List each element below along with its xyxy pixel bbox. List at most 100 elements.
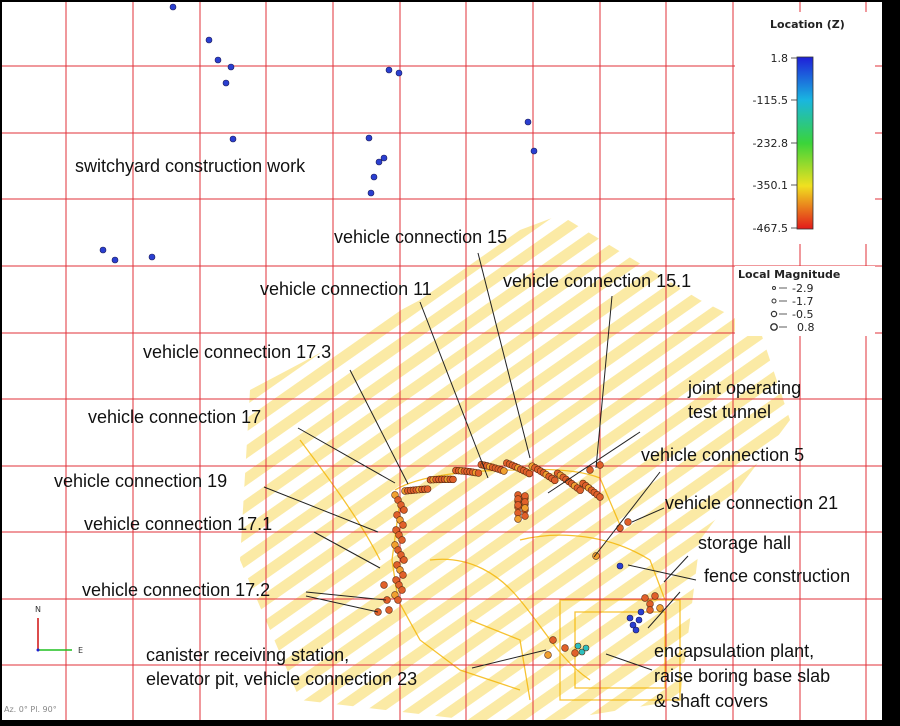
seismic-event	[651, 592, 659, 600]
label-vehicle-connection-17: vehicle connection 17	[88, 407, 261, 427]
seismic-event	[365, 134, 373, 142]
seismic-event	[370, 173, 378, 181]
label-vehicle-connection-17-2: vehicle connection 17.2	[82, 580, 270, 600]
seismic-event	[423, 485, 432, 493]
seismic-event	[205, 36, 213, 44]
seismic-event	[656, 604, 664, 612]
seismic-event	[449, 475, 457, 484]
seismic-event	[641, 594, 649, 602]
seismic-event	[399, 571, 407, 579]
seismic-event	[574, 642, 582, 650]
magnitude-label-1: -1.7	[792, 295, 813, 308]
seismic-event	[576, 486, 584, 494]
seismic-event	[521, 504, 529, 512]
label-encapsulation-plant: encapsulation plant,	[654, 641, 814, 661]
magnitude-label-2: -0.5	[792, 308, 813, 321]
seismic-event	[399, 521, 407, 529]
seismic-event	[385, 606, 393, 614]
orientation-indicator: N E	[35, 605, 83, 655]
seismic-event	[635, 616, 643, 624]
seismic-event	[99, 246, 107, 254]
seismic-event	[551, 476, 559, 485]
seismic-event	[626, 614, 634, 622]
magnitude-marker-0	[772, 286, 776, 290]
label-vehicle-connection-21: vehicle connection 21	[665, 493, 838, 513]
label-vehicle-connection-15-1: vehicle connection 15.1	[503, 271, 691, 291]
seismic-event	[571, 649, 579, 657]
seismic-event	[400, 506, 408, 514]
seismic-event	[616, 524, 624, 532]
seismic-event	[395, 69, 403, 77]
seismic-event	[111, 256, 119, 264]
colorbar-tick-4: -467.5	[753, 222, 788, 235]
magnitude-label-3: 0.8	[797, 321, 815, 334]
orientation-east: E	[78, 646, 83, 655]
seismic-event	[214, 56, 222, 64]
label-canister-receiving: canister receiving station,	[146, 645, 349, 665]
magnitude-marker-1	[771, 298, 777, 304]
seismic-event	[616, 562, 624, 570]
seismic-event	[586, 466, 594, 474]
label-vehicle-connection-17-1: vehicle connection 17.1	[84, 514, 272, 534]
colorbar-tick-1: -115.5	[753, 94, 788, 107]
view-status: Az. 0° Pl. 90°	[4, 705, 57, 714]
label-vehicle-connection-17-3: vehicle connection 17.3	[143, 342, 331, 362]
magnitude-marker-2	[770, 310, 778, 318]
seismic-event	[229, 135, 237, 143]
seismic-event	[578, 648, 586, 656]
label-vehicle-connection-19: vehicle connection 19	[54, 471, 227, 491]
seismic-event	[561, 644, 569, 652]
label-test-tunnel: test tunnel	[688, 402, 771, 422]
label-fence-construction: fence construction	[704, 566, 850, 586]
legend-magnitude-title: Local Magnitude	[738, 268, 840, 281]
seismic-event	[367, 189, 375, 197]
seismic-event	[544, 651, 552, 659]
colorbar-tick-2: -232.8	[753, 137, 788, 150]
seismic-event	[596, 493, 604, 501]
seismic-event	[380, 581, 388, 589]
seismic-event	[375, 158, 383, 166]
seismic-event	[624, 518, 632, 526]
seismic-event	[385, 66, 393, 74]
map-labels: switchyard construction work vehicle con…	[54, 156, 850, 711]
seismic-event	[398, 536, 406, 544]
seismic-event	[500, 467, 508, 475]
seismic-event	[530, 147, 538, 155]
seismic-event	[592, 552, 600, 560]
orientation-north: N	[35, 605, 41, 614]
seismic-event	[514, 501, 522, 509]
seismic-events	[99, 3, 664, 659]
legend-location-title: Location (Z)	[770, 18, 845, 31]
magnitude-marker-3	[770, 323, 778, 331]
label-vehicle-connection-11: vehicle connection 11	[260, 279, 432, 299]
seismic-event	[629, 621, 637, 629]
label-raise-boring: raise boring base slab	[654, 666, 830, 686]
label-vehicle-connection-15: vehicle connection 15	[334, 227, 507, 247]
seismic-event	[637, 608, 645, 616]
magnitude-label-0: -2.9	[792, 282, 813, 295]
legend-local-magnitude: Local Magnitude -2.9 -1.7 -0.5 0.8	[735, 266, 875, 336]
seismic-event	[474, 469, 483, 477]
seismic-event	[521, 512, 529, 520]
label-shaft-covers: & shaft covers	[654, 691, 768, 711]
seismic-event	[524, 118, 532, 126]
seismic-event	[169, 3, 177, 11]
seismic-event	[400, 556, 408, 564]
colorbar-tick-0: 1.8	[771, 52, 789, 65]
seismic-event	[596, 461, 604, 469]
seismic-event	[514, 515, 522, 523]
seismic-event	[525, 469, 534, 478]
seismic-event	[380, 154, 388, 162]
label-joint-operating: joint operating	[687, 378, 801, 398]
seismic-event	[549, 636, 557, 644]
seismic-event	[632, 626, 640, 634]
label-switchyard: switchyard construction work	[75, 156, 306, 176]
seismic-event	[394, 596, 402, 604]
seismic-event	[222, 79, 230, 87]
seismic-event	[398, 586, 406, 594]
seismic-event	[582, 644, 590, 652]
seismic-event	[646, 606, 654, 614]
annotation-arrows	[263, 252, 697, 671]
label-vehicle-connection-5: vehicle connection 5	[641, 445, 804, 465]
